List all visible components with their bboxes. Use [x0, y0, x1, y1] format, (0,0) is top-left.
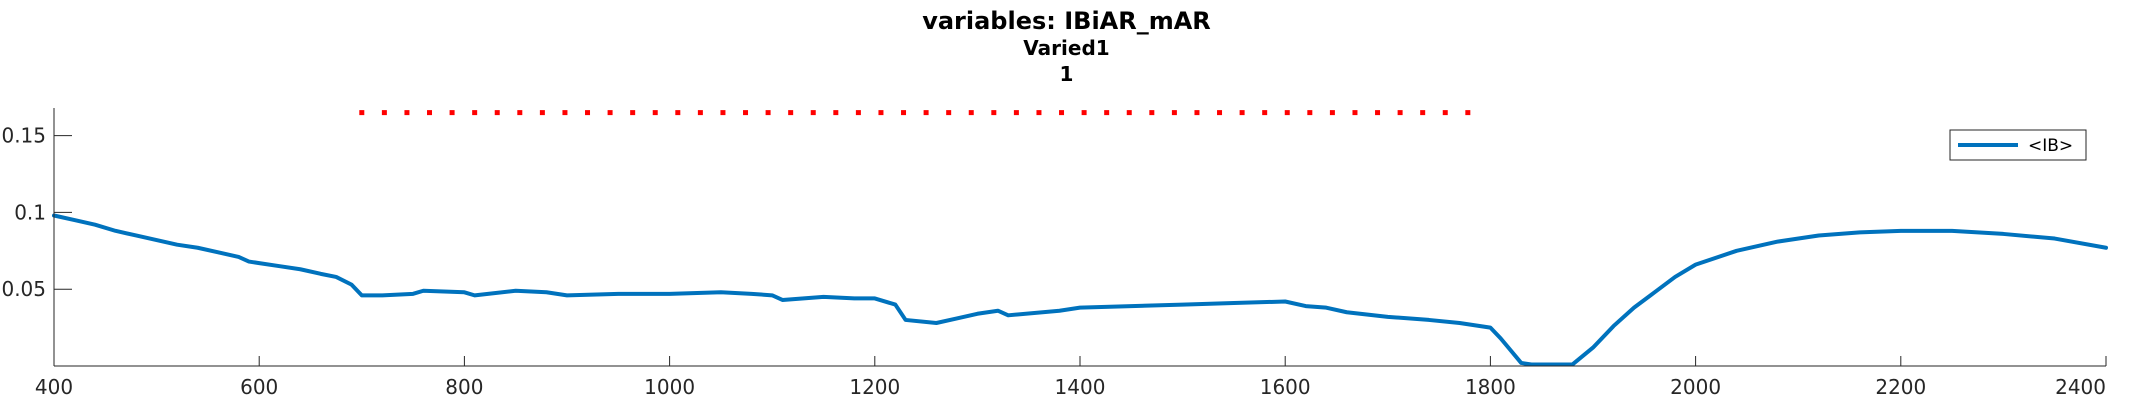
marker-point	[1081, 110, 1087, 116]
marker-point	[1239, 110, 1245, 116]
y-tick-label: 0.1	[14, 200, 46, 224]
marker-point	[810, 110, 816, 116]
marker-point	[1307, 110, 1313, 116]
marker-point	[1465, 110, 1471, 116]
x-tick-label: 1600	[1260, 375, 1311, 399]
x-tick-label: 600	[240, 375, 278, 399]
marker-point	[675, 110, 681, 116]
legend-label: <IB>	[2028, 136, 2073, 156]
marker-point	[381, 110, 387, 116]
marker-point	[991, 110, 997, 116]
axes: 400 600 800 1000 1200 1400 1600 1800 2000 2200 240…	[1, 108, 2107, 399]
marker-point	[539, 110, 545, 116]
marker-point	[1149, 110, 1155, 116]
marker-point	[946, 110, 952, 116]
x-tick-label: 2200	[1875, 375, 1926, 399]
chart-title: variables: IBiAR_mAR	[922, 7, 1211, 35]
marker-point	[968, 110, 974, 116]
x-tick-label: 400	[35, 375, 73, 399]
marker-point	[562, 110, 568, 116]
x-tick-label: 2000	[1670, 375, 1721, 399]
marker-point	[1375, 110, 1381, 116]
y-tick-label: 0.05	[1, 277, 46, 301]
marker-point	[901, 110, 907, 116]
x-tick-label: 1400	[1055, 375, 1106, 399]
marker-point	[517, 110, 523, 116]
marker-point	[720, 110, 726, 116]
x-tick-label: 1800	[1465, 375, 1516, 399]
x-tick-label: 800	[445, 375, 483, 399]
marker-point	[607, 110, 613, 116]
marker-point	[1013, 110, 1019, 116]
marker-point	[1059, 110, 1065, 116]
series-line-ib	[52, 213, 2108, 367]
marker-point	[1126, 110, 1132, 116]
marker-point	[449, 110, 455, 116]
marker-point	[833, 110, 839, 116]
marker-point	[1420, 110, 1426, 116]
data-series	[52, 213, 2108, 367]
chart-subtitle-1: Varied1	[1023, 36, 1110, 60]
marker-point	[1171, 110, 1177, 116]
marker-point	[1397, 110, 1403, 116]
marker-point	[585, 110, 591, 116]
marker-point	[1217, 110, 1223, 116]
y-tick-label: 0.15	[1, 124, 46, 148]
marker-point	[404, 110, 410, 116]
marker-point	[855, 110, 861, 116]
marker-point	[652, 110, 658, 116]
marker-point	[1284, 110, 1290, 116]
marker-point	[1442, 110, 1448, 116]
marker-series	[359, 110, 1471, 116]
x-tick-label: 2400	[2055, 375, 2106, 399]
x-tick-label: 1200	[849, 375, 900, 399]
marker-point	[1262, 110, 1268, 116]
marker-point	[765, 110, 771, 116]
marker-point	[427, 110, 433, 116]
marker-point	[788, 110, 794, 116]
marker-point	[1352, 110, 1358, 116]
marker-point	[923, 110, 929, 116]
marker-point	[697, 110, 703, 116]
marker-point	[630, 110, 636, 116]
marker-point	[1329, 110, 1335, 116]
marker-point	[1104, 110, 1110, 116]
marker-point	[1194, 110, 1200, 116]
legend: <IB>	[1949, 129, 2087, 161]
x-tick-label: 1000	[644, 375, 695, 399]
marker-point	[494, 110, 500, 116]
marker-point	[743, 110, 749, 116]
marker-point	[1036, 110, 1042, 116]
marker-point	[878, 110, 884, 116]
chart-subtitle-2: 1	[1059, 62, 1074, 86]
marker-point	[359, 110, 365, 116]
marker-point	[472, 110, 478, 116]
